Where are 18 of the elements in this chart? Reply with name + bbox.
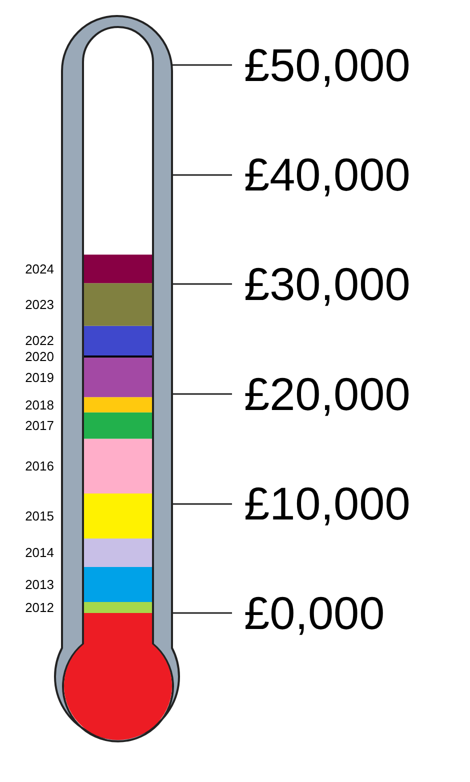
text: 2015 bbox=[25, 508, 54, 524]
y-tick-label: £0,000 bbox=[244, 587, 385, 639]
y-tick-label: £50,000 bbox=[244, 39, 410, 91]
text: 2016 bbox=[25, 458, 54, 474]
text: 2023 bbox=[25, 296, 54, 312]
text: 2012 bbox=[25, 600, 54, 616]
text: 2013 bbox=[25, 577, 54, 592]
text: 2022 bbox=[25, 333, 54, 348]
y-tick-label: £20,000 bbox=[244, 368, 410, 420]
text: 2014 bbox=[25, 545, 54, 560]
y-tick-label: £10,000 bbox=[244, 477, 410, 530]
text: 2018 bbox=[25, 397, 54, 412]
y-tick-label: £40,000 bbox=[244, 148, 410, 201]
text: 2020 bbox=[25, 349, 54, 364]
y-tick-label: £30,000 bbox=[244, 258, 410, 310]
text: 2024 bbox=[25, 261, 54, 276]
text: 2017 bbox=[25, 418, 54, 434]
text: 2019 bbox=[25, 370, 54, 385]
